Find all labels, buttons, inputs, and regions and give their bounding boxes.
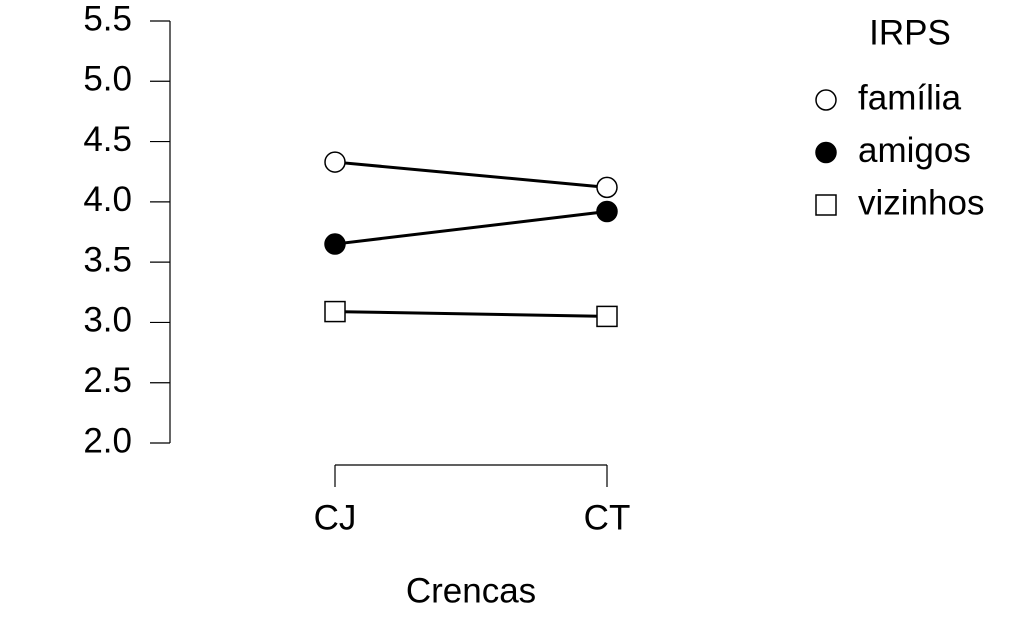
- y-tick-label: 2.5: [83, 361, 132, 400]
- y-tick-label: 4.0: [83, 180, 132, 219]
- legend-marker: [815, 194, 837, 216]
- data-point: [324, 151, 346, 173]
- y-tick-label: 2.0: [83, 421, 132, 460]
- y-tick-label: 5.0: [83, 60, 132, 99]
- y-tick-label: 3.5: [83, 240, 132, 279]
- legend-marker: [815, 141, 837, 164]
- legend-label: amigos: [858, 131, 971, 170]
- data-point: [324, 300, 346, 323]
- legend-marker: [815, 89, 837, 111]
- legend-title: IRPS: [869, 13, 951, 52]
- series-line: [334, 310, 608, 318]
- data-point: [596, 176, 618, 199]
- data-point: [596, 200, 618, 223]
- data-point: [596, 305, 618, 328]
- y-tick-label: 5.5: [83, 0, 132, 38]
- y-tick-label: 3.0: [83, 301, 132, 340]
- series-line: [334, 160, 608, 189]
- data-point: [324, 233, 346, 255]
- x-axis-label: Crencas: [406, 571, 536, 610]
- legend-label: família: [858, 78, 962, 117]
- legend-label: vizinhos: [858, 183, 984, 222]
- x-tick-label: CT: [584, 498, 631, 537]
- x-tick-label: CJ: [314, 498, 357, 537]
- series-line: [334, 210, 608, 246]
- y-tick-label: 4.5: [83, 120, 132, 159]
